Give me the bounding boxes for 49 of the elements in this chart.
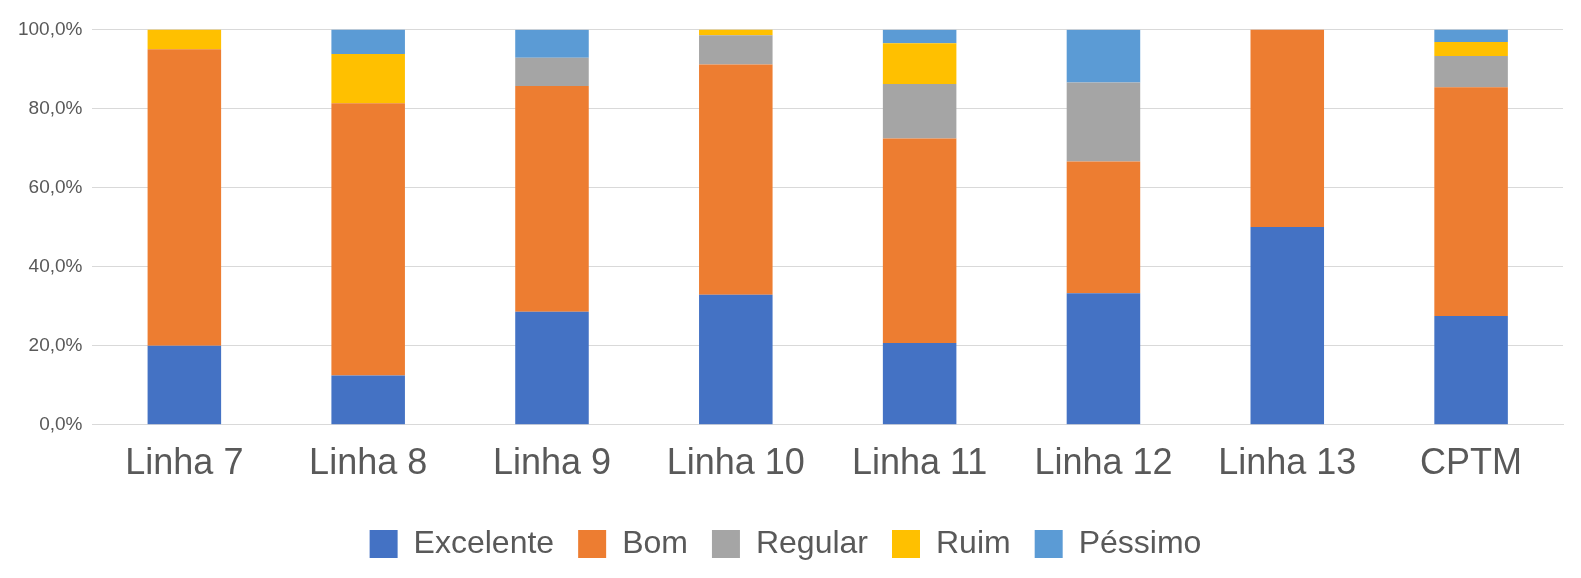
x-tick-label: Linha 10 [666,441,805,483]
bar [147,29,222,50]
y-tick-label: 40,0% [28,254,83,276]
legend-label: Excelente [413,523,555,560]
legend-label: Regular [755,523,869,560]
bar [1434,87,1508,317]
bar [147,345,222,425]
x-tick-label: CPTM [1420,441,1523,483]
bar [882,138,957,343]
x-tick-label: Linha 12 [1034,441,1173,483]
bar [515,29,589,58]
x-tick-label: Linha 13 [1218,441,1357,483]
y-tick-label: 20,0% [28,333,83,355]
bar [147,49,222,346]
bar [882,342,957,425]
y-tick-label: 80,0% [28,96,83,118]
bar [1434,42,1508,56]
bar [699,64,773,295]
bar [882,29,957,44]
bar [882,43,957,84]
x-tick-label: Linha 11 [851,441,988,483]
bar [331,29,405,54]
x-tick-label: Linha 9 [492,441,612,483]
bar [1250,29,1325,228]
bar [882,83,957,139]
y-tick-label: 100,0% [17,17,83,39]
legend-label: Péssimo [1078,523,1202,560]
legend-label: Ruim [936,523,1011,560]
bar [515,311,589,425]
bar [1434,29,1508,43]
bar [699,294,773,425]
bar [1434,55,1508,88]
x-tick-label: Linha 8 [309,441,428,483]
bar [1434,316,1508,425]
bar [1250,227,1325,425]
bar [1066,82,1141,162]
y-tick-label: 60,0% [28,175,83,197]
bar [331,375,405,425]
x-tick-label: Linha 7 [125,441,244,483]
bar [515,85,589,312]
y-tick-label: 0,0% [39,413,83,435]
bar [1066,293,1141,425]
legend-label: Bom [622,523,688,560]
bar [1066,161,1141,294]
bar [1066,29,1141,83]
bar [331,53,405,104]
bar [331,103,405,376]
bar [699,35,773,65]
bar [515,57,589,86]
